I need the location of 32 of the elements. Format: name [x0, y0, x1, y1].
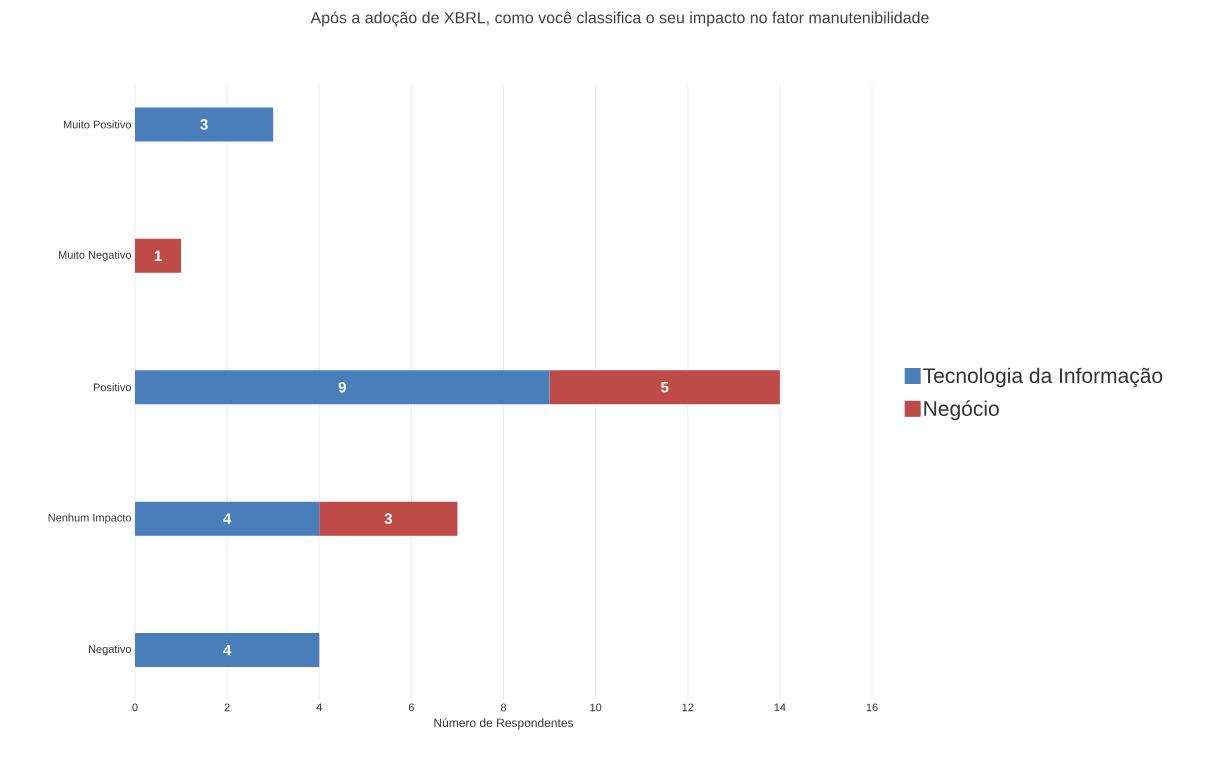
data-label: 9	[338, 381, 346, 393]
data-label: 4	[223, 513, 232, 524]
x-tick-label: 2	[224, 703, 230, 712]
x-tick-label: 16	[866, 703, 878, 712]
x-axis-title: Número de Respondentes	[434, 718, 574, 730]
x-tick-label: 0	[132, 703, 138, 712]
y-tick-label: Muito Positivo	[63, 120, 132, 129]
bar	[135, 370, 550, 405]
data-label: 1	[154, 250, 162, 261]
y-tick-label: Nenhum Impacto	[48, 513, 132, 524]
legend-label: Tecnologia da Informação	[923, 367, 1163, 388]
bar	[319, 501, 458, 536]
data-label: 4	[223, 644, 232, 656]
chart-title: Após a adoção de XBRL, como você classifica o seu impacto no fator manutenibilidade	[310, 11, 929, 27]
y-tick-label: Positivo	[93, 383, 132, 392]
y-tick-label: Negativo	[88, 644, 132, 656]
data-label: 3	[200, 119, 208, 130]
y-tick-label: Muito Negativo	[59, 250, 132, 261]
bar	[135, 107, 274, 142]
bar	[135, 501, 320, 536]
x-tick-label: 12	[682, 703, 694, 712]
data-label: 3	[384, 513, 392, 524]
x-tick-label: 8	[500, 703, 507, 712]
bar	[135, 238, 182, 273]
x-tick-label: 6	[408, 703, 414, 712]
bar	[135, 633, 320, 668]
x-tick-label: 14	[774, 703, 786, 712]
data-label: 5	[661, 382, 669, 393]
bar	[549, 370, 780, 405]
legend-label: Negócio	[924, 400, 999, 421]
x-tick-label: 4	[316, 703, 322, 712]
x-tick-label: 10	[590, 703, 602, 712]
